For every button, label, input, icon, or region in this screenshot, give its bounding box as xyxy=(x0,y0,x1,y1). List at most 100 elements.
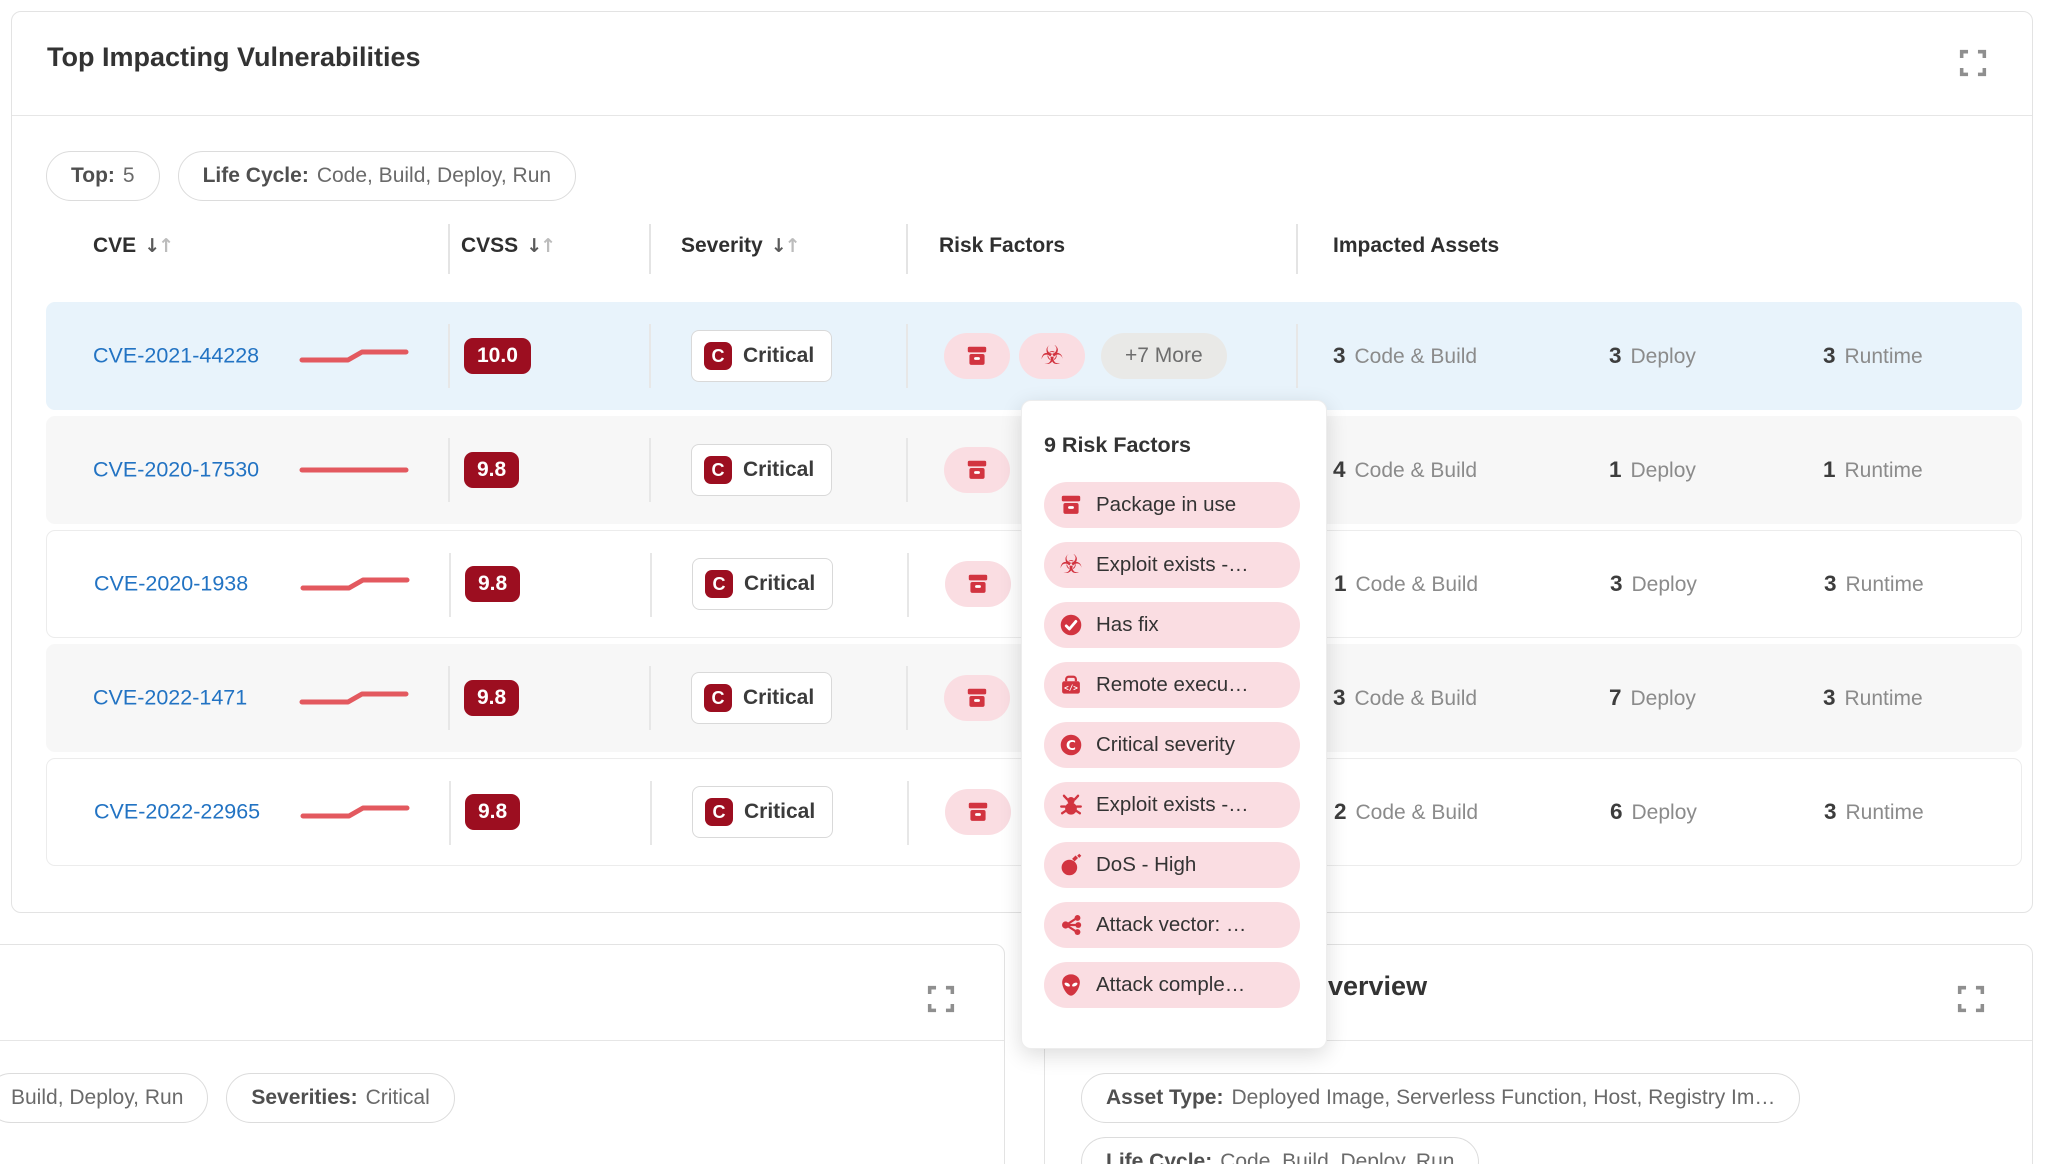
attack-vector-icon xyxy=(1057,911,1085,939)
trend-sparkline xyxy=(300,577,410,591)
severity-letter-icon: C xyxy=(705,798,733,826)
impacted-assets-code-build: 3 Code & Build xyxy=(1333,685,1478,710)
impacted-assets-deploy: 3 Deploy xyxy=(1610,571,1697,596)
column-header-risk-factors: Risk Factors xyxy=(939,234,1066,257)
filter-chip[interactable]: Asset Type: Deployed Image, Serverless Fu… xyxy=(1081,1073,1801,1123)
svg-text:</>: </> xyxy=(1064,683,1078,692)
impacted-assets-runtime: 3 Runtime xyxy=(1824,571,1924,596)
filter-chip[interactable]: Severities: Critical xyxy=(226,1073,455,1123)
filter-chip[interactable]: Life Cycle: Code, Build, Deploy, Run xyxy=(1081,1137,1480,1164)
package-in-use-icon[interactable] xyxy=(944,333,1010,379)
severity-badge: C Critical xyxy=(691,444,833,496)
trend-sparkline xyxy=(300,805,410,819)
severity-badge: C Critical xyxy=(691,672,833,724)
risk-factor-item[interactable]: ☣ Exploit exists -… xyxy=(1044,542,1300,588)
risk-factor-item[interactable]: Has fix xyxy=(1044,602,1300,648)
risk-factor-item[interactable]: Attack vector: … xyxy=(1044,902,1300,948)
severity-label: Critical xyxy=(744,572,816,595)
column-header-cvss[interactable]: CVSS ↓↑ xyxy=(461,234,556,257)
cvss-badge: 9.8 xyxy=(464,452,520,488)
impacted-assets-runtime: 3 Runtime xyxy=(1824,799,1924,824)
severity-letter-icon: C xyxy=(705,570,733,598)
package-icon xyxy=(1057,491,1085,519)
severity-badge: C Critical xyxy=(692,558,834,610)
trend-sparkline xyxy=(299,691,409,705)
svg-text:C: C xyxy=(1066,738,1076,754)
sort-icon[interactable]: ↓↑ xyxy=(770,235,801,257)
risk-factor-item[interactable]: DoS - High xyxy=(1044,842,1300,888)
popup-title: 9 Risk Factors xyxy=(1044,433,1191,457)
cvss-badge: 9.8 xyxy=(465,566,521,602)
severity-letter-icon: C xyxy=(704,684,732,712)
more-risk-factors-button[interactable]: +7 More xyxy=(1101,333,1227,379)
severity-label: Critical xyxy=(743,344,815,367)
remote-execution-icon: </> xyxy=(1057,671,1085,699)
package-in-use-icon[interactable] xyxy=(945,789,1011,835)
cve-link[interactable]: CVE-2020-1938 xyxy=(94,571,249,596)
filter-chips: Build, Deploy, Run Severities: Critical xyxy=(0,1073,455,1123)
impacted-assets-runtime: 1 Runtime xyxy=(1823,457,1923,482)
expand-icon[interactable] xyxy=(924,982,958,1016)
expand-icon[interactable] xyxy=(1954,982,1988,1016)
column-header-cve[interactable]: CVE ↓↑ xyxy=(93,234,174,257)
risk-factors-popup: 9 Risk Factors Package in use ☣ Exploit … xyxy=(1021,400,1327,1049)
impacted-assets-code-build: 4 Code & Build xyxy=(1333,457,1478,482)
table-row[interactable]: CVE-2021-44228 10.0 C Critical ☣ +7 More… xyxy=(46,302,2022,410)
top-impacting-vulnerabilities-panel: Top Impacting Vulnerabilities Top: 5 Life … xyxy=(11,11,2033,913)
panel-header: verview xyxy=(1045,945,2032,1041)
risk-factor-item[interactable]: Exploit exists -… xyxy=(1044,782,1300,828)
check-circle-icon xyxy=(1057,611,1085,639)
filter-chips: Asset Type: Deployed Image, Serverless Fu… xyxy=(1081,1073,1801,1164)
expand-icon[interactable] xyxy=(1956,46,1990,80)
cvss-badge: 9.8 xyxy=(465,794,521,830)
impacted-assets-deploy: 7 Deploy xyxy=(1609,685,1696,710)
sort-icon[interactable]: ↓↑ xyxy=(526,235,556,257)
severity-letter-icon: C xyxy=(704,456,732,484)
sort-icon[interactable]: ↓↑ xyxy=(144,235,174,257)
impacted-assets-code-build: 3 Code & Build xyxy=(1333,343,1478,368)
panel-title: verview xyxy=(1328,971,1428,1001)
panel-header xyxy=(0,945,1004,1041)
cve-link[interactable]: CVE-2021-44228 xyxy=(93,343,260,368)
filter-chip[interactable]: Life Cycle: Code, Build, Deploy, Run xyxy=(177,151,577,201)
risk-factor-item[interactable]: Attack comple… xyxy=(1044,962,1300,1008)
impacted-assets-deploy: 3 Deploy xyxy=(1609,343,1696,368)
cvss-badge: 10.0 xyxy=(464,338,531,374)
column-header-impacted-assets: Impacted Assets xyxy=(1333,234,1500,257)
exploit-exists-icon[interactable]: ☣ xyxy=(1019,333,1085,379)
package-in-use-icon[interactable] xyxy=(945,561,1011,607)
critical-severity-icon: C xyxy=(1057,731,1085,759)
risk-factor-item[interactable]: C Critical severity xyxy=(1044,722,1300,768)
severity-letter-icon: C xyxy=(704,342,732,370)
cve-link[interactable]: CVE-2022-1471 xyxy=(93,685,248,710)
impacted-assets-code-build: 2 Code & Build xyxy=(1334,799,1479,824)
package-in-use-icon[interactable] xyxy=(944,447,1010,493)
column-header-severity[interactable]: Severity ↓↑ xyxy=(681,234,801,257)
severity-badge: C Critical xyxy=(691,330,833,382)
panel-title: Top Impacting Vulnerabilities xyxy=(47,42,421,72)
alien-icon xyxy=(1057,971,1085,999)
cve-link[interactable]: CVE-2020-17530 xyxy=(93,457,260,482)
impacted-assets-deploy: 1 Deploy xyxy=(1609,457,1696,482)
package-in-use-icon[interactable] xyxy=(944,675,1010,721)
cve-link[interactable]: CVE-2022-22965 xyxy=(94,799,261,824)
filter-chip[interactable]: Top: 5 xyxy=(46,151,160,201)
severity-label: Critical xyxy=(744,800,816,823)
impacted-assets-runtime: 3 Runtime xyxy=(1823,343,1923,368)
biohazard-icon: ☣ xyxy=(1059,550,1083,580)
bottom-left-panel: Build, Deploy, Run Severities: Critical xyxy=(0,944,1005,1164)
filter-chips: Top: 5 Life Cycle: Code, Build, Deploy, Run xyxy=(46,151,577,201)
risk-factor-item[interactable]: Package in use xyxy=(1044,482,1300,528)
impacted-assets-runtime: 3 Runtime xyxy=(1823,685,1923,710)
overview-panel: verview Asset Type: Deployed Image, Serve… xyxy=(1044,944,2033,1164)
cvss-badge: 9.8 xyxy=(464,680,520,716)
filter-chip[interactable]: Build, Deploy, Run xyxy=(0,1073,209,1123)
bug-icon xyxy=(1057,791,1085,819)
panel-header: Top Impacting Vulnerabilities xyxy=(12,12,2032,116)
impacted-assets-code-build: 1 Code & Build xyxy=(1334,571,1479,596)
trend-sparkline xyxy=(299,467,409,473)
risk-factor-item[interactable]: </> Remote execu… xyxy=(1044,662,1300,708)
severity-label: Critical xyxy=(743,458,815,481)
impacted-assets-deploy: 6 Deploy xyxy=(1610,799,1697,824)
table-header: CVE ↓↑ CVSS ↓↑ Severity ↓↑ Risk Factors Imp… xyxy=(12,224,2032,278)
